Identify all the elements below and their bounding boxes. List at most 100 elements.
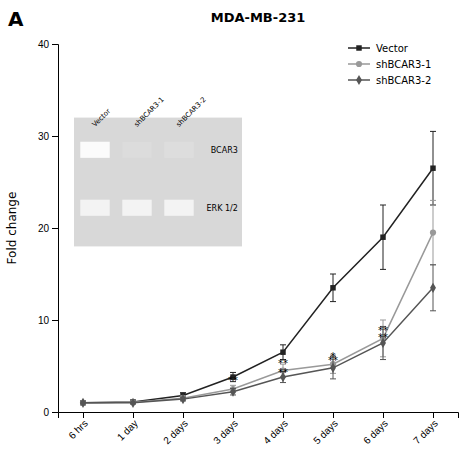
x-tick-label: 6 days: [361, 418, 390, 447]
x-tick-mark: [433, 412, 434, 418]
point: [430, 165, 435, 170]
error-bar-cap: [230, 372, 236, 373]
legend-item: shBCAR3-2: [348, 75, 431, 86]
legend-label: shBCAR3-1: [376, 59, 431, 70]
error-bar: [430, 131, 436, 205]
x-tick-label: 3 days: [211, 418, 240, 447]
x-tick: 5 days: [311, 412, 340, 446]
error-bar: [430, 265, 436, 311]
x-tick-label: 1 day: [115, 418, 140, 443]
legend-label: shBCAR3-2: [376, 75, 431, 86]
y-tick-label: 40: [38, 39, 50, 50]
series: [80, 265, 436, 408]
annotations: *************: [228, 325, 388, 387]
x-tick-mark: [283, 412, 284, 418]
x-axis-line: [59, 413, 459, 419]
legend-item: shBCAR3-1: [348, 59, 431, 70]
point: [180, 394, 186, 404]
y-tick: 20: [38, 223, 58, 234]
series-line: [83, 233, 433, 403]
title: MDA-MB-231: [211, 10, 306, 25]
x-tick-mark: [133, 412, 134, 418]
significance-marker: **: [228, 375, 238, 386]
significance-marker: **: [328, 355, 338, 366]
inset-blot: BCAR3 ERK 1/2 Vector shBCAR3-1 shBCAR3-2: [74, 96, 242, 247]
y-tick: 40: [38, 39, 58, 50]
x-tick: 6 days: [361, 412, 390, 446]
x-tick-label: 4 days: [261, 418, 290, 447]
x-tick-mark: [383, 412, 384, 418]
y-tick: 0: [43, 407, 58, 418]
y-tick-mark: [52, 228, 58, 229]
y-tick-mark: [52, 44, 58, 45]
y-tick-mark: [52, 136, 58, 137]
legend: Vector shBCAR3-1 shBCAR3-2: [348, 43, 431, 86]
legend-symbol: [356, 61, 362, 67]
x-tick: 6 hrs: [66, 412, 90, 441]
significance-marker: **: [378, 332, 388, 343]
point: [80, 398, 86, 408]
y-axis-title: Fold change: [5, 192, 19, 265]
legend-label: Vector: [376, 43, 409, 54]
panel-label: A: [8, 7, 24, 31]
error-bar-cap: [280, 382, 286, 383]
x-tick-label: 2 days: [161, 418, 190, 447]
x-tick-mark: [233, 412, 234, 418]
point: [280, 349, 285, 354]
legend-item: Vector: [348, 43, 409, 54]
inset-background: [74, 118, 242, 247]
blot-band: [80, 200, 109, 216]
x-tick: 7 days: [411, 412, 440, 446]
x-tick-mark: [333, 412, 334, 418]
error-bar-cap: [380, 320, 386, 321]
inset-band-label: BCAR3: [211, 146, 238, 155]
series-line: [83, 168, 433, 403]
error-bar-cap: [430, 131, 436, 132]
x-tick-mark: [183, 412, 184, 418]
error-bar-cap: [430, 264, 436, 265]
error-bar-cap: [380, 359, 386, 360]
error-bar-cap: [380, 205, 386, 206]
x-tick-label: 5 days: [311, 418, 340, 447]
error-bar-cap: [430, 310, 436, 311]
error-bar-cap: [330, 301, 336, 302]
y-tick-label: 20: [38, 223, 50, 234]
plot-area: 0 10 20 30 40 6 hrs 1 day 2 days 3 days 4 days 5 d…: [38, 39, 459, 447]
x-tick: 4 days: [261, 412, 290, 446]
x-tick: 3 days: [211, 412, 240, 446]
point: [130, 398, 136, 408]
chart: 0 10 20 30 40 6 hrs 1 day 2 days 3 days 4 days 5 d…: [0, 0, 474, 474]
blot-band: [122, 200, 151, 216]
error-bar: [430, 200, 436, 264]
x-axis: 6 hrs 1 day 2 days 3 days 4 days 5 days 6 days…: [59, 412, 459, 446]
error-bar-cap: [280, 344, 286, 345]
error-bar-cap: [430, 264, 436, 265]
error-bar-cap: [330, 378, 336, 379]
legend-symbol: [356, 75, 362, 85]
y-tick-label: 10: [38, 315, 50, 326]
y-tick-mark: [52, 412, 58, 413]
blot-band: [164, 200, 193, 216]
error-bar-cap: [380, 269, 386, 270]
y-tick: 10: [38, 315, 58, 326]
blot-band: [122, 142, 151, 158]
point: [230, 387, 236, 397]
error-bar: [330, 274, 336, 302]
point: [430, 283, 436, 293]
blot-band: [80, 142, 109, 158]
y-axis-line: [52, 45, 59, 413]
inset-lane-label: shBCAR3-1: [133, 96, 166, 129]
y-tick-label: 30: [38, 131, 50, 142]
y-axis: 0 10 20 30 40: [38, 39, 59, 418]
inset-lane-label: Vector: [91, 107, 113, 129]
inset-lane-label: shBCAR3-2: [175, 96, 208, 129]
point: [430, 230, 436, 236]
x-tick-mark: [83, 412, 84, 418]
y-tick-mark: [52, 320, 58, 321]
x-tick: 2 days: [161, 412, 190, 446]
point: [330, 285, 335, 290]
error-bar-cap: [330, 274, 336, 275]
inset-band-label: ERK 1/2: [207, 204, 238, 213]
point: [380, 234, 385, 239]
x-tick: 1 day: [115, 412, 140, 443]
